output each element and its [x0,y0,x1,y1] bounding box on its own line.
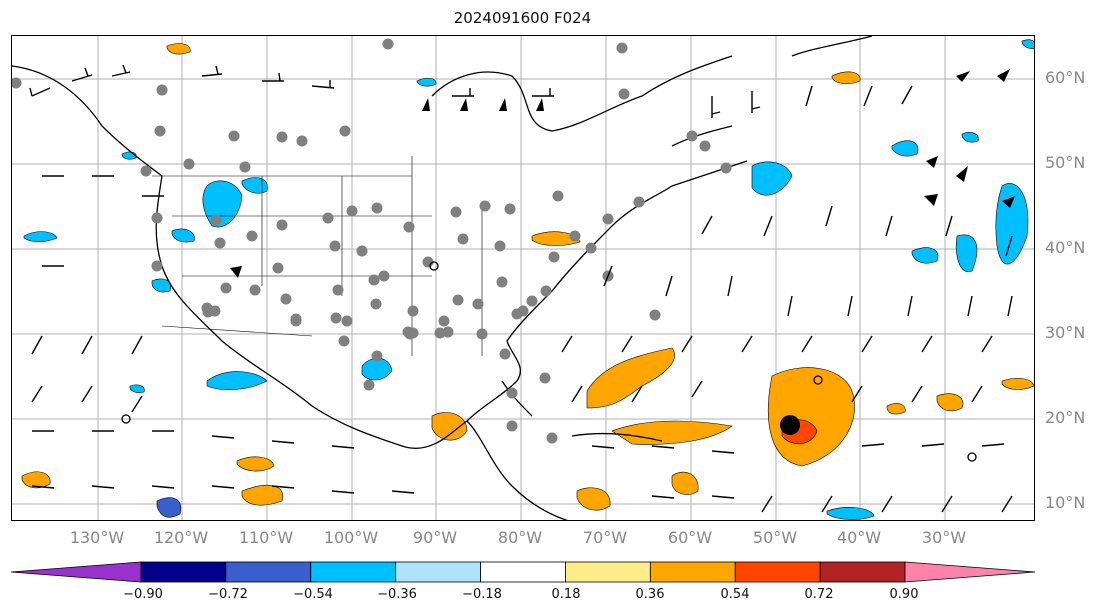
colorbar-cell [395,561,481,583]
lon-label-50w: 50°W [752,528,798,547]
colorbar-cell [310,561,397,583]
lon-label-120w: 120°W [153,528,209,547]
colorbar-tick-label: 0.72 [804,587,834,602]
plot-title: 2024091600 F024 [453,9,592,27]
contour-ring [967,452,977,462]
gridlines [12,36,1034,520]
coastlines [12,36,873,520]
lon-label-40w: 40°W [836,528,882,547]
lon-label-60w: 60°W [667,528,713,547]
state-borders [152,156,483,356]
colorbar-tick-label: 0.90 [889,587,919,602]
colorbar-cell [819,561,906,583]
colorbar-cell [140,561,227,583]
negative-anomaly-shading [23,39,1034,520]
colorbar-tick-label: 0.36 [635,587,665,602]
contour-ring [429,261,439,271]
storm-center-marker [780,415,800,435]
lon-label-70w: 70°W [582,528,628,547]
lon-label-90w: 90°W [412,528,458,547]
lat-label-10n: 10°N [1045,493,1086,512]
lat-label-50n: 50°N [1045,153,1086,172]
colorbar-tick-label: 0.54 [720,587,750,602]
lon-label-100w: 100°W [323,528,379,547]
colorbar-tick-label: 0.18 [551,587,581,602]
lon-label-30w: 30°W [921,528,967,547]
lon-label-110w: 110°W [238,528,294,547]
lat-label-60n: 60°N [1045,68,1086,87]
colorbar-cell [649,561,736,583]
colorbar-tick-label: −0.54 [293,587,333,602]
colorbar-cell [480,561,566,583]
colorbar-cell [225,561,312,583]
colorbar-cell [734,561,821,583]
colorbar-tick-label: −0.90 [123,587,163,602]
lat-label-30n: 30°N [1045,323,1086,342]
lon-label-130w: 130°W [69,528,125,547]
station-markers [12,38,732,444]
lon-label-80w: 80°W [497,528,543,547]
lat-label-40n: 40°N [1045,238,1086,257]
wind-barb-flags [230,69,1015,278]
colorbar-extend-high [904,561,1036,583]
contour-ring [121,414,131,424]
colorbar-tick-label: −0.18 [462,587,502,602]
wind-barbs [29,64,1013,513]
colorbar-cell [565,561,651,583]
map-panel [11,35,1035,521]
lat-label-20n: 20°N [1045,408,1086,427]
contour-ring [813,375,823,385]
colorbar-tick-label: −0.36 [377,587,417,602]
colorbar-tick-label: −0.72 [208,587,248,602]
colorbar [11,561,1036,583]
positive-anomaly-shading [21,43,1034,511]
colorbar-extend-low [11,561,142,583]
map-canvas [12,36,1034,520]
